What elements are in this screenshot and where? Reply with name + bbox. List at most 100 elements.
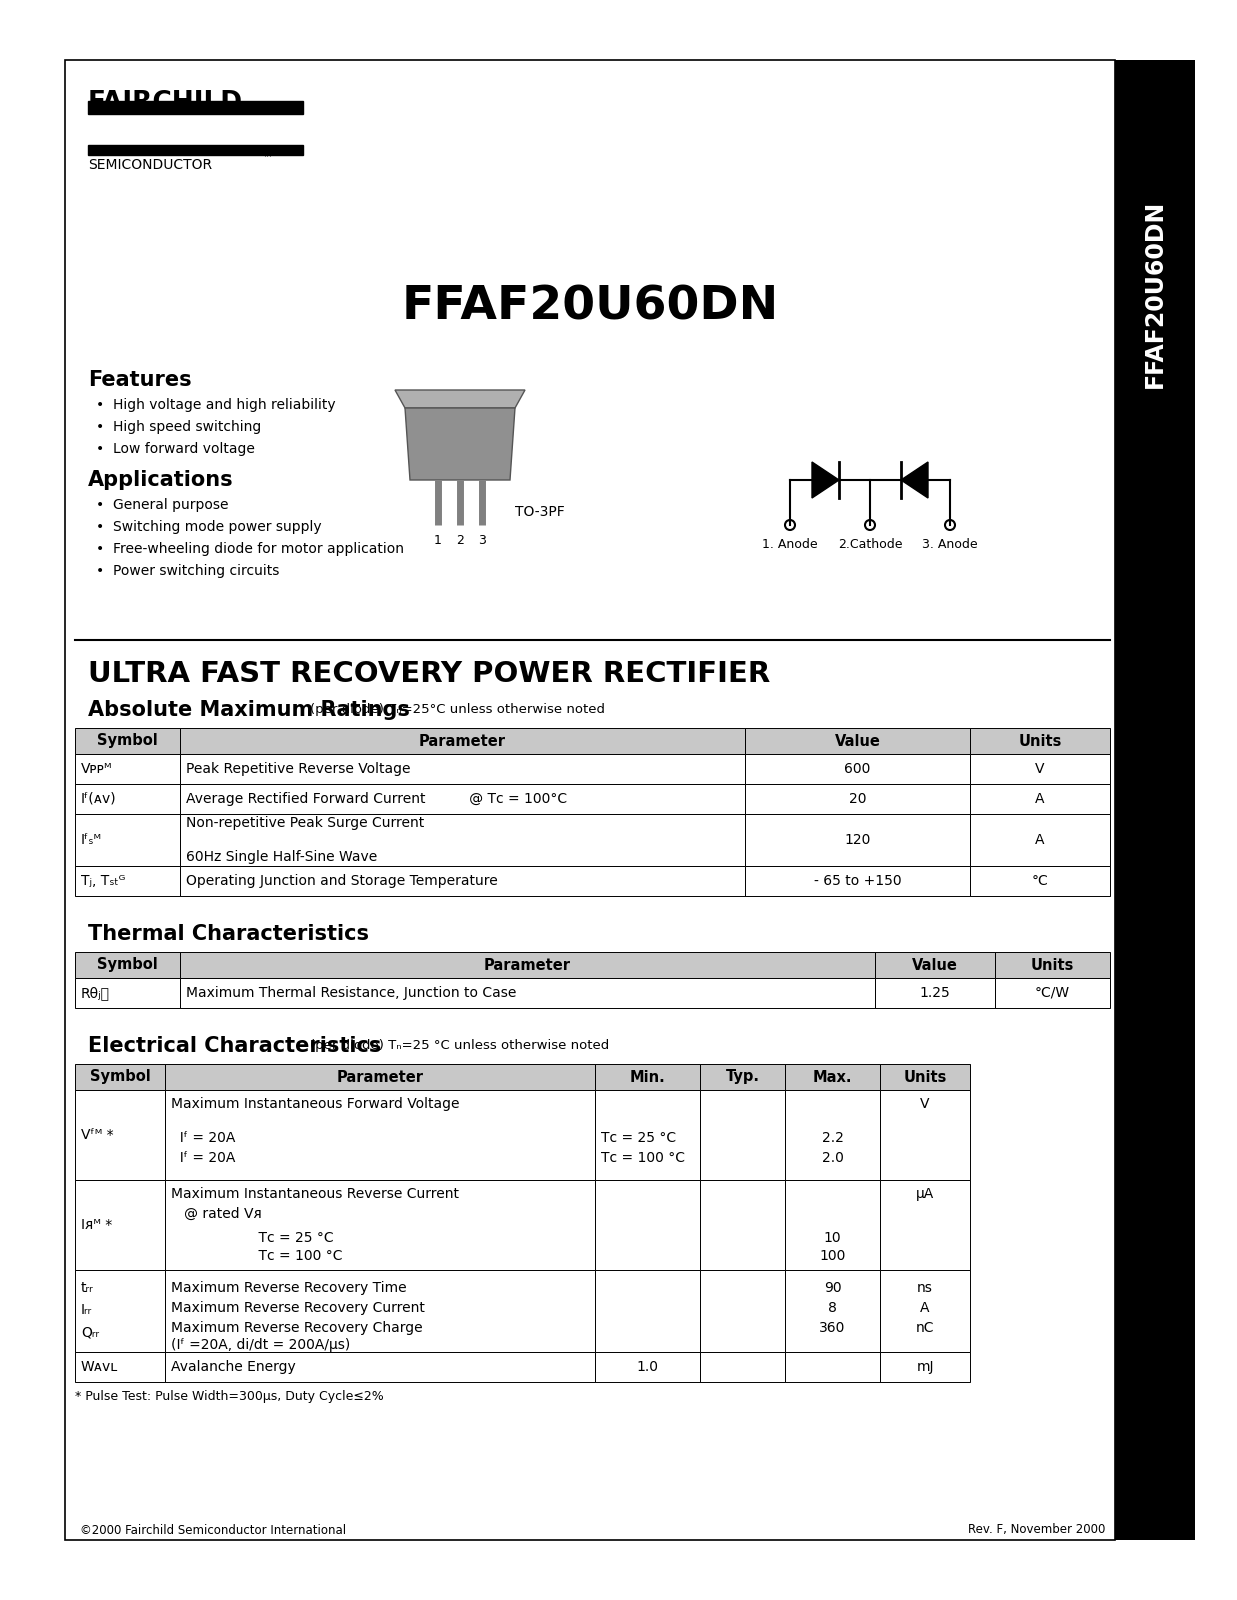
- Text: •  High voltage and high reliability: • High voltage and high reliability: [96, 398, 335, 411]
- Bar: [595, 1090, 700, 1181]
- Text: 120: 120: [845, 834, 871, 846]
- Text: Iᶠ = 20A: Iᶠ = 20A: [171, 1131, 235, 1146]
- Bar: [165, 1352, 595, 1382]
- Bar: [595, 1064, 700, 1090]
- Text: Parameter: Parameter: [419, 733, 506, 749]
- Text: Parameter: Parameter: [484, 957, 571, 973]
- Text: Iᶠ = 20A: Iᶠ = 20A: [171, 1150, 235, 1165]
- Bar: [880, 1270, 970, 1352]
- Text: •  Switching mode power supply: • Switching mode power supply: [96, 520, 322, 534]
- Bar: [165, 1064, 595, 1090]
- Polygon shape: [404, 408, 515, 480]
- Bar: [75, 728, 181, 754]
- Bar: [745, 728, 970, 754]
- Text: Applications: Applications: [88, 470, 234, 490]
- Bar: [88, 101, 303, 114]
- Text: Symbol: Symbol: [98, 733, 158, 749]
- Text: Operating Junction and Storage Temperature: Operating Junction and Storage Temperatu…: [186, 874, 497, 888]
- Bar: [880, 1090, 970, 1181]
- Text: 90: 90: [824, 1282, 841, 1294]
- Text: ULTRA FAST RECOVERY POWER RECTIFIER: ULTRA FAST RECOVERY POWER RECTIFIER: [88, 659, 771, 688]
- Bar: [700, 1270, 785, 1352]
- Text: V: V: [920, 1098, 930, 1110]
- Text: °C: °C: [1032, 874, 1049, 888]
- Bar: [995, 978, 1110, 1008]
- Text: 1.0: 1.0: [637, 1360, 658, 1374]
- Bar: [181, 814, 745, 866]
- Bar: [785, 1270, 880, 1352]
- Text: (per diode) Tₙ=25°C unless otherwise noted: (per diode) Tₙ=25°C unless otherwise not…: [310, 702, 605, 717]
- Bar: [595, 1181, 700, 1270]
- Text: •  Free-wheeling diode for motor application: • Free-wheeling diode for motor applicat…: [96, 542, 404, 557]
- Text: 60Hz Single Half-Sine Wave: 60Hz Single Half-Sine Wave: [186, 850, 377, 864]
- Bar: [75, 1270, 165, 1352]
- Bar: [181, 728, 745, 754]
- Bar: [181, 754, 745, 784]
- Bar: [880, 1352, 970, 1382]
- Text: Features: Features: [88, 370, 192, 390]
- Text: Tᴄ = 100 °C: Tᴄ = 100 °C: [171, 1250, 343, 1262]
- Text: 2.0: 2.0: [821, 1150, 844, 1165]
- Text: Rev. F, November 2000: Rev. F, November 2000: [967, 1523, 1105, 1536]
- Text: Maximum Instantaneous Forward Voltage: Maximum Instantaneous Forward Voltage: [171, 1098, 459, 1110]
- Bar: [66, 59, 1115, 1539]
- Text: Maximum Reverse Recovery Current: Maximum Reverse Recovery Current: [171, 1301, 424, 1315]
- Bar: [970, 728, 1110, 754]
- Text: Thermal Characteristics: Thermal Characteristics: [88, 925, 369, 944]
- Text: Units: Units: [1030, 957, 1074, 973]
- Bar: [875, 952, 995, 978]
- Text: (Iᶠ =20A, di/dt = 200A/μs): (Iᶠ =20A, di/dt = 200A/μs): [171, 1338, 350, 1352]
- Polygon shape: [901, 462, 928, 498]
- Bar: [75, 784, 181, 814]
- Text: Non-repetitive Peak Surge Current: Non-repetitive Peak Surge Current: [186, 816, 424, 830]
- Polygon shape: [395, 390, 524, 408]
- Text: Iᶠₛᴹ: Iᶠₛᴹ: [80, 834, 101, 846]
- Text: Vᴘᴘᴹ: Vᴘᴘᴹ: [80, 762, 113, 776]
- Text: ©2000 Fairchild Semiconductor International: ©2000 Fairchild Semiconductor Internatio…: [80, 1523, 346, 1536]
- Bar: [785, 1064, 880, 1090]
- Text: Units: Units: [1018, 733, 1061, 749]
- Text: A: A: [1035, 792, 1045, 806]
- Bar: [165, 1181, 595, 1270]
- Text: ns: ns: [917, 1282, 933, 1294]
- Text: - 65 to +150: - 65 to +150: [814, 874, 902, 888]
- Text: Absolute Maximum Ratings: Absolute Maximum Ratings: [88, 701, 409, 720]
- Text: Vᶠᴹ *: Vᶠᴹ *: [80, 1128, 114, 1142]
- Bar: [75, 952, 181, 978]
- Bar: [880, 1181, 970, 1270]
- Bar: [181, 952, 875, 978]
- Text: Maximum Instantaneous Reverse Current: Maximum Instantaneous Reverse Current: [171, 1187, 459, 1202]
- Text: •  Low forward voltage: • Low forward voltage: [96, 442, 255, 456]
- Text: Symbol: Symbol: [98, 957, 158, 973]
- Text: 2: 2: [456, 534, 464, 547]
- Text: 3. Anode: 3. Anode: [923, 538, 977, 550]
- Bar: [181, 866, 745, 896]
- Text: Tᴄ = 100 °C: Tᴄ = 100 °C: [601, 1150, 685, 1165]
- Bar: [745, 866, 970, 896]
- Text: 1. Anode: 1. Anode: [762, 538, 818, 550]
- Bar: [700, 1090, 785, 1181]
- Text: Value: Value: [835, 733, 881, 749]
- Text: nC: nC: [915, 1322, 934, 1334]
- Bar: [785, 1181, 880, 1270]
- Text: 2.Cathode: 2.Cathode: [837, 538, 902, 550]
- Text: Maximum Reverse Recovery Time: Maximum Reverse Recovery Time: [171, 1282, 407, 1294]
- Text: RθⱼⲜ: RθⱼⲜ: [80, 986, 110, 1000]
- Text: 360: 360: [819, 1322, 846, 1334]
- Text: Iᶠ(ᴀᴠ): Iᶠ(ᴀᴠ): [80, 792, 116, 806]
- Text: A: A: [920, 1301, 930, 1315]
- Text: Electrical Characteristics: Electrical Characteristics: [88, 1037, 381, 1056]
- Text: 10: 10: [824, 1230, 841, 1245]
- Text: Iᵣᵣ: Iᵣᵣ: [80, 1302, 93, 1317]
- Text: 100: 100: [819, 1250, 846, 1262]
- Bar: [75, 1064, 165, 1090]
- Bar: [181, 978, 875, 1008]
- Bar: [88, 146, 303, 155]
- Text: Peak Repetitive Reverse Voltage: Peak Repetitive Reverse Voltage: [186, 762, 411, 776]
- Text: Typ.: Typ.: [725, 1069, 760, 1085]
- Bar: [745, 754, 970, 784]
- Text: Tᴄ = 25 °C: Tᴄ = 25 °C: [171, 1230, 334, 1245]
- Bar: [970, 754, 1110, 784]
- Bar: [700, 1352, 785, 1382]
- Bar: [595, 1352, 700, 1382]
